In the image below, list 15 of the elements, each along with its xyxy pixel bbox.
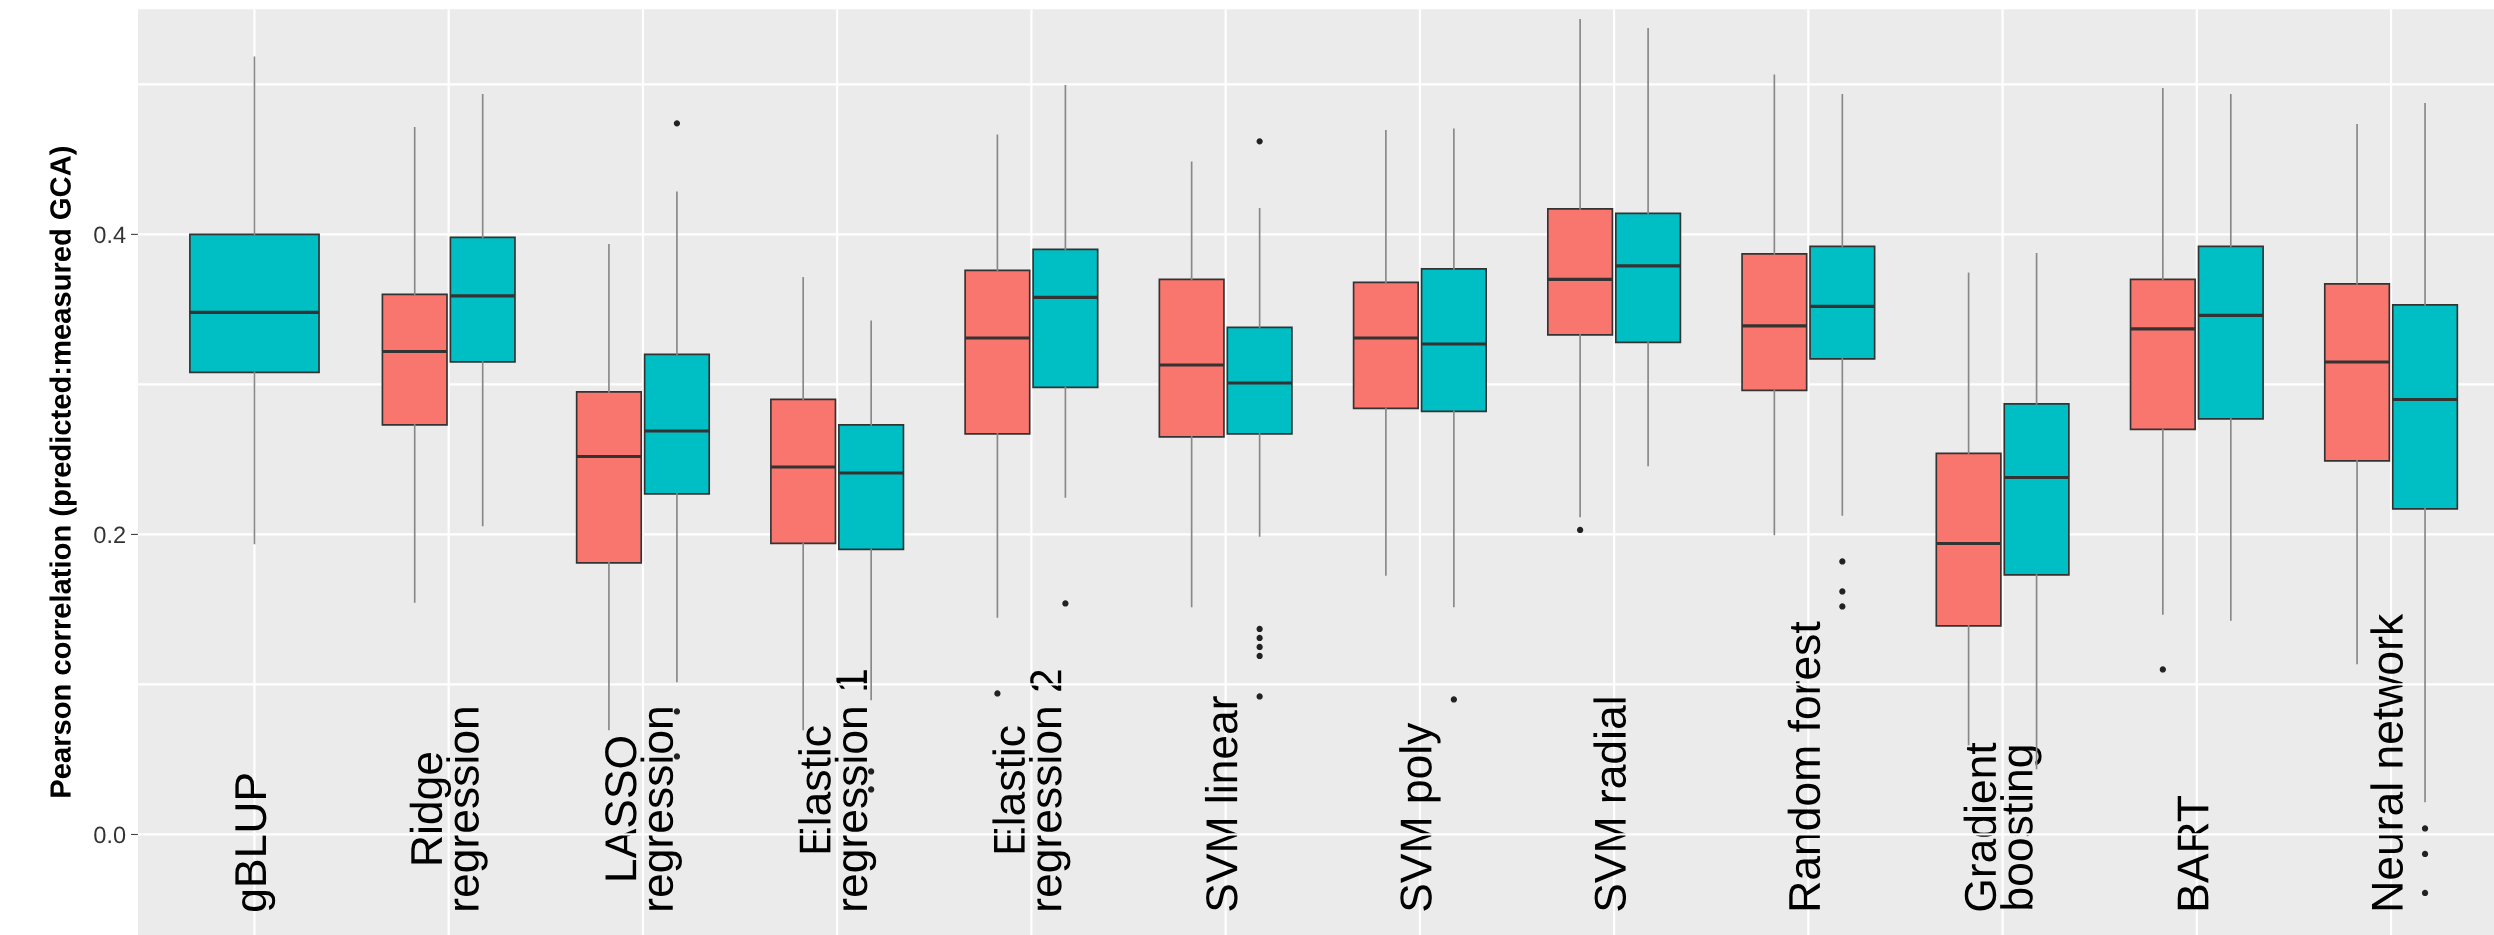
x-tick-label: Gradient boosting [1963,742,2042,911]
x-tick-label: gBLUP [235,774,276,911]
x-tick-label: BART [2177,796,2209,910]
y-tick-label: 0.0 [94,826,126,844]
y-tick-label: 0.2 [94,526,125,544]
x-tick-label: LASSO regression [605,708,682,910]
x-tick-label: SVM radial [1593,698,1627,911]
x-tick-label: Random forest [1787,621,1821,910]
x-tick-label: Neural network [2370,613,2403,910]
x-tick-label: SVM poly [1399,722,1441,911]
x-tick-label: Elastic regression 1 [798,670,877,910]
x-tick-label: SVM linear [1204,696,1238,911]
y-axis-title: Pearson correlation (predicted:measured GCA) [49,147,77,797]
x-tick-label: Ridge regression [409,708,488,910]
y-tick-label: 0.4 [94,226,126,244]
